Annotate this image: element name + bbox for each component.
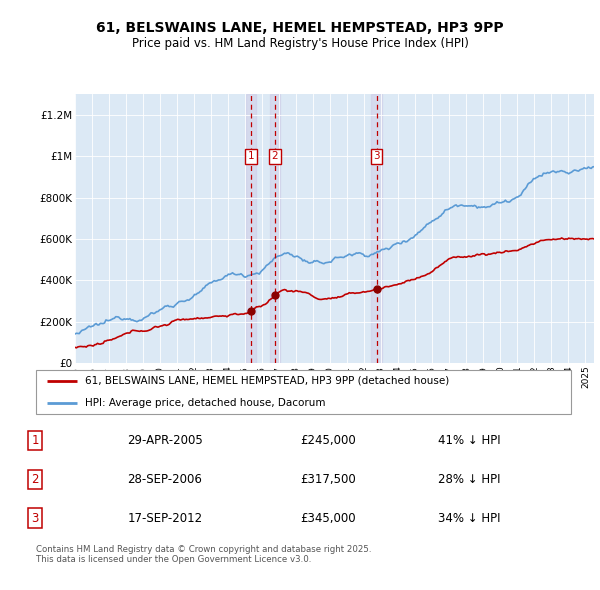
Text: 29-APR-2005: 29-APR-2005 bbox=[127, 434, 203, 447]
Bar bbox=[245, 94, 256, 363]
Text: 2: 2 bbox=[31, 473, 39, 486]
Text: 41% ↓ HPI: 41% ↓ HPI bbox=[438, 434, 501, 447]
Text: 3: 3 bbox=[373, 152, 380, 161]
Text: HPI: Average price, detached house, Dacorum: HPI: Average price, detached house, Daco… bbox=[85, 398, 326, 408]
Text: Contains HM Land Registry data © Crown copyright and database right 2025.
This d: Contains HM Land Registry data © Crown c… bbox=[35, 545, 371, 565]
Text: 1: 1 bbox=[247, 152, 254, 161]
Text: 1: 1 bbox=[31, 434, 39, 447]
Text: 28% ↓ HPI: 28% ↓ HPI bbox=[438, 473, 501, 486]
Text: 61, BELSWAINS LANE, HEMEL HEMPSTEAD, HP3 9PP (detached house): 61, BELSWAINS LANE, HEMEL HEMPSTEAD, HP3… bbox=[85, 376, 449, 386]
Text: 34% ↓ HPI: 34% ↓ HPI bbox=[438, 512, 501, 525]
Text: 3: 3 bbox=[31, 512, 39, 525]
Text: Price paid vs. HM Land Registry's House Price Index (HPI): Price paid vs. HM Land Registry's House … bbox=[131, 37, 469, 50]
Text: £345,000: £345,000 bbox=[300, 512, 356, 525]
Text: £317,500: £317,500 bbox=[300, 473, 356, 486]
Text: £245,000: £245,000 bbox=[300, 434, 356, 447]
Bar bbox=[270, 94, 280, 363]
FancyBboxPatch shape bbox=[35, 370, 571, 414]
Text: 28-SEP-2006: 28-SEP-2006 bbox=[127, 473, 202, 486]
Bar bbox=[371, 94, 382, 363]
Text: 17-SEP-2012: 17-SEP-2012 bbox=[127, 512, 202, 525]
Text: 61, BELSWAINS LANE, HEMEL HEMPSTEAD, HP3 9PP: 61, BELSWAINS LANE, HEMEL HEMPSTEAD, HP3… bbox=[96, 21, 504, 35]
Text: 2: 2 bbox=[272, 152, 278, 161]
